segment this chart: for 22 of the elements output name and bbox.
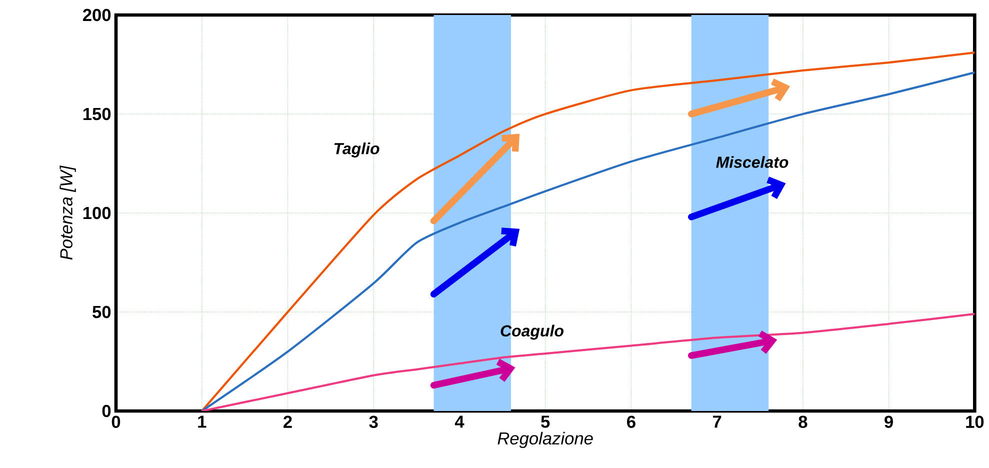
x-tick-label: 6 — [627, 416, 636, 428]
x-tick-label: 10 — [966, 416, 984, 428]
x-tick-label: 5 — [541, 416, 550, 428]
x-tick-label: 4 — [454, 416, 464, 428]
line-series — [200, 312, 975, 411]
y-tick-label: 0 — [102, 404, 111, 418]
y-tick-label: 150 — [83, 108, 111, 120]
x-tick-label: 3 — [369, 416, 378, 428]
x-tick-label: 7 — [713, 416, 722, 428]
y-tick-label: 50 — [92, 306, 111, 318]
series-label: Miscelato — [716, 156, 788, 168]
x-tick-label: 0 — [112, 416, 120, 428]
x-tick-label: 1 — [198, 416, 206, 428]
series-label: Coagulo — [500, 324, 564, 340]
y-tick-label: 200 — [82, 8, 111, 22]
x-tick-label: 2 — [284, 416, 292, 428]
text: Taglio — [334, 142, 380, 158]
y-axis-title: Potenza [W] — [60, 165, 76, 260]
x-axis-title: Regolazione — [498, 432, 593, 448]
x-tick-label: 8 — [798, 416, 808, 428]
y-tick-label: 100 — [83, 206, 111, 220]
x-tick-label: 9 — [884, 416, 893, 428]
